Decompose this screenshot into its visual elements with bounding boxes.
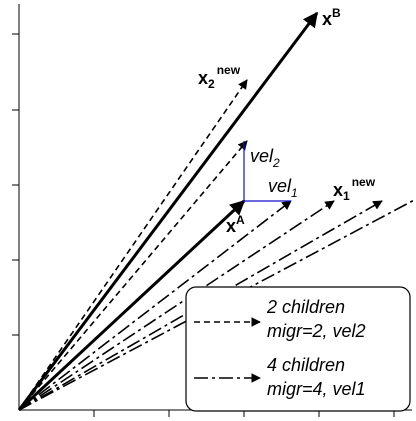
legend-entry2-line2: migr=4, vel1 bbox=[267, 379, 366, 399]
label-x1new: x1new bbox=[333, 175, 376, 203]
legend-entry2-line1: 4 children bbox=[267, 355, 345, 375]
legend-entry1-line2: migr=2, vel2 bbox=[267, 321, 366, 341]
legend: 2 children migr=2, vel2 4 children migr=… bbox=[186, 287, 410, 411]
label-xA: xA bbox=[226, 213, 245, 236]
label-x2new: x2new bbox=[198, 63, 241, 91]
legend-entry1-line1: 2 children bbox=[266, 297, 345, 317]
label-xB: xB bbox=[322, 6, 341, 29]
label-vel1: vel1 bbox=[268, 176, 298, 200]
label-vel2: vel2 bbox=[250, 146, 280, 170]
